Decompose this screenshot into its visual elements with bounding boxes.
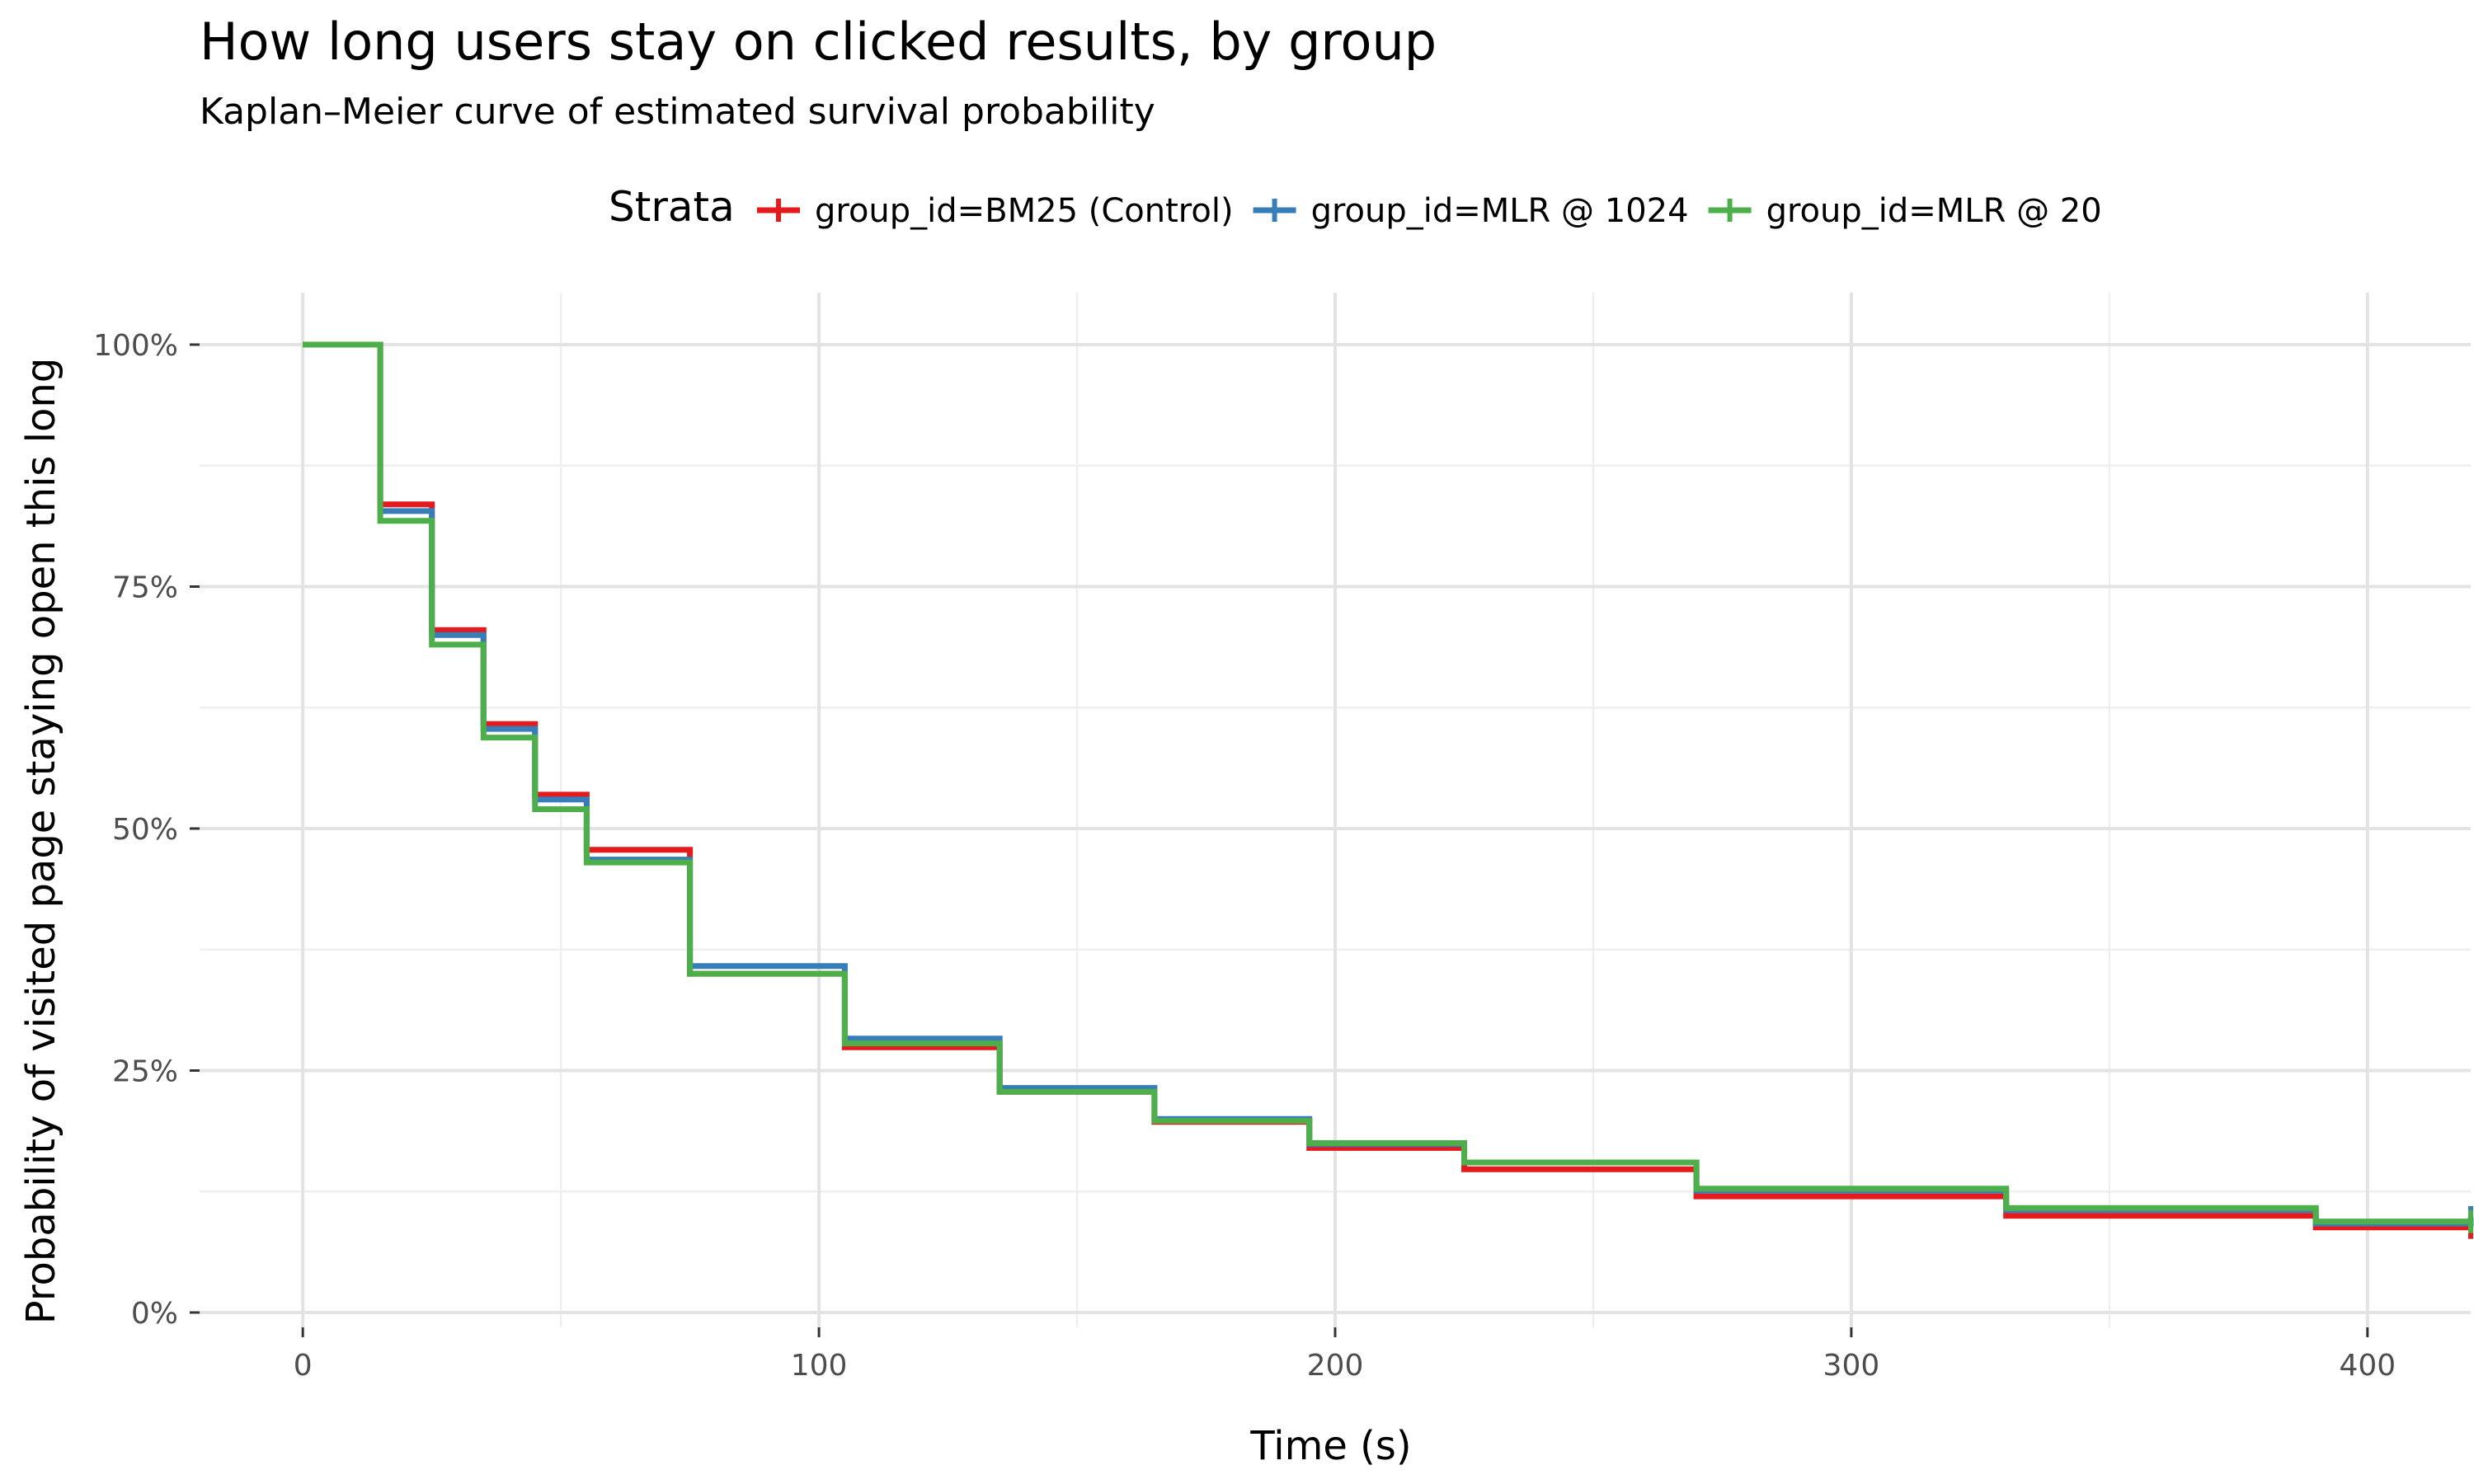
legend-item-1: group_id=MLR @ 1024 bbox=[1253, 192, 1689, 230]
chart-subtitle: Kaplan–Meier curve of estimated survival… bbox=[200, 91, 1155, 133]
legend-title: Strata bbox=[609, 183, 735, 231]
series-layer bbox=[303, 341, 2474, 1239]
y-axis-ticks: 0% 25% 50% 75% 100% bbox=[93, 329, 200, 1331]
y-tick-label: 50% bbox=[112, 813, 178, 847]
x-tick-label: 100 bbox=[791, 1349, 848, 1383]
legend: Strata group_id=BM25 (Control) group_id=M… bbox=[609, 183, 2102, 231]
x-axis-title: Time (s) bbox=[1249, 1423, 1411, 1469]
x-axis-ticks: 0 100 200 300 400 bbox=[294, 1327, 2396, 1383]
legend-label: group_id=MLR @ 1024 bbox=[1311, 192, 1689, 230]
legend-item-0: group_id=BM25 (Control) bbox=[757, 192, 1234, 230]
y-tick-label: 0% bbox=[131, 1297, 178, 1331]
series-line-2 bbox=[303, 341, 2471, 1225]
legend-item-2: group_id=MLR @ 20 bbox=[1708, 192, 2102, 230]
y-axis-title: Probability of visited page staying open… bbox=[18, 358, 64, 1324]
legend-label: group_id=BM25 (Control) bbox=[815, 192, 1234, 230]
y-tick-label: 75% bbox=[112, 571, 178, 605]
series-line-0 bbox=[303, 341, 2471, 1231]
y-tick-label: 25% bbox=[112, 1055, 178, 1089]
x-tick-label: 200 bbox=[1307, 1349, 1364, 1383]
x-tick-label: 400 bbox=[2339, 1349, 2396, 1383]
legend-items: group_id=BM25 (Control) group_id=MLR @ 10… bbox=[757, 192, 2102, 230]
x-tick-label: 300 bbox=[1823, 1349, 1880, 1383]
legend-label: group_id=MLR @ 20 bbox=[1766, 192, 2102, 230]
x-tick-label: 0 bbox=[294, 1349, 313, 1383]
chart-title: How long users stay on clicked results, … bbox=[200, 12, 1437, 72]
series-line-1 bbox=[303, 341, 2474, 1227]
grid-major bbox=[200, 293, 2471, 1327]
y-tick-label: 100% bbox=[93, 329, 178, 363]
